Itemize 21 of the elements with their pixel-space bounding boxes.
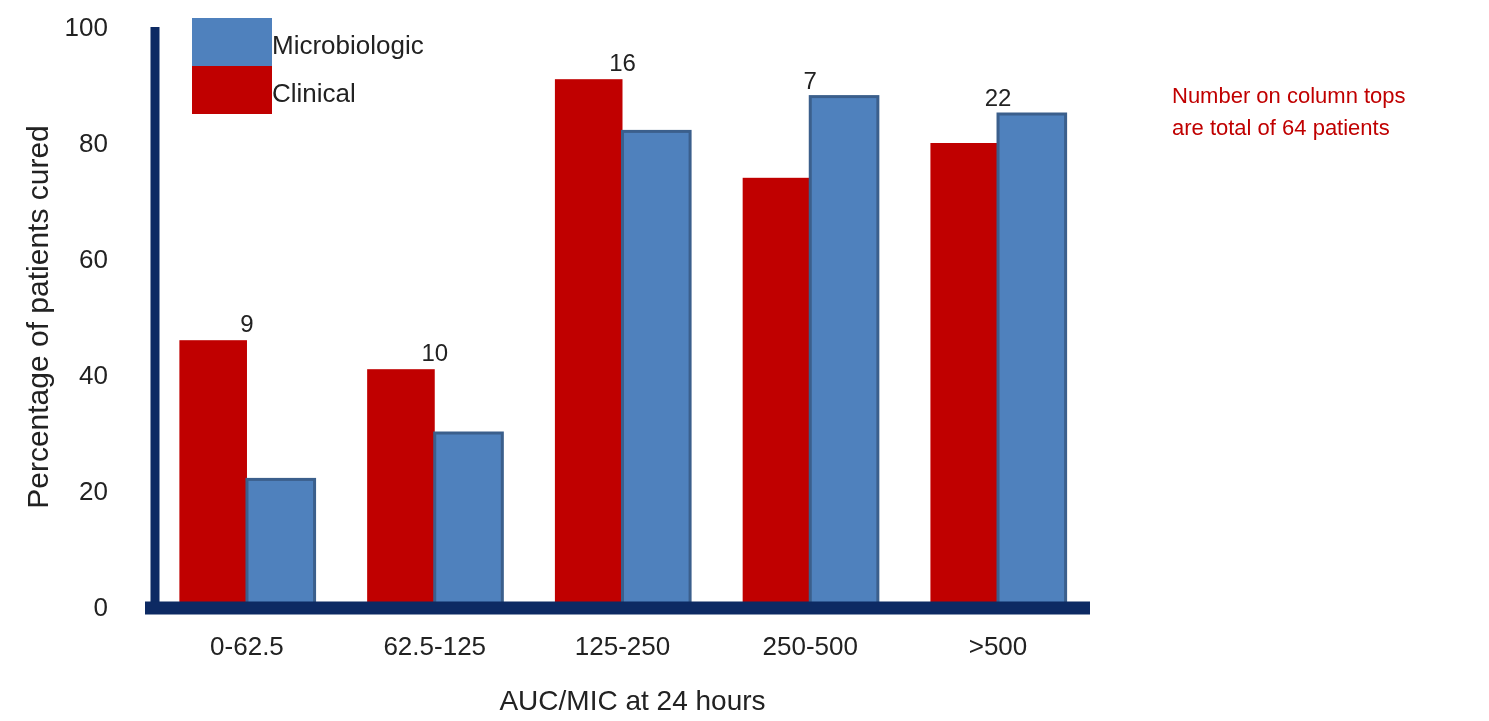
x-tick-label: 0-62.5	[210, 631, 284, 661]
y-tick-label: 100	[64, 12, 108, 43]
annotation: 16	[609, 49, 636, 77]
annotation: 10	[421, 339, 449, 367]
annotation: 22	[984, 84, 1012, 111]
y-tick-label: 80	[79, 128, 108, 159]
legend-label: Microbiologic	[272, 30, 424, 60]
x-tick-label: 250-500	[762, 631, 858, 661]
legend-label: Clinical	[272, 78, 356, 108]
y-tick-label: 40	[79, 360, 108, 391]
y-axis-title: Percentage of patients cured	[21, 125, 54, 509]
annotation: 9	[240, 310, 254, 338]
text: Number on column tops are total of 64 patients	[1172, 83, 1406, 140]
x-tick-label: 125-250	[574, 631, 671, 661]
x-tick-label: 62.5-125	[383, 631, 487, 661]
y-tick-label: 20	[79, 476, 108, 507]
annotation: 7	[803, 66, 817, 94]
x-tick-label: >500	[968, 631, 1028, 661]
y-tick-label: 0	[93, 592, 108, 623]
y-tick-label: 60	[79, 244, 108, 275]
x-axis-title: AUC/MIC at 24 hours	[499, 685, 766, 716]
